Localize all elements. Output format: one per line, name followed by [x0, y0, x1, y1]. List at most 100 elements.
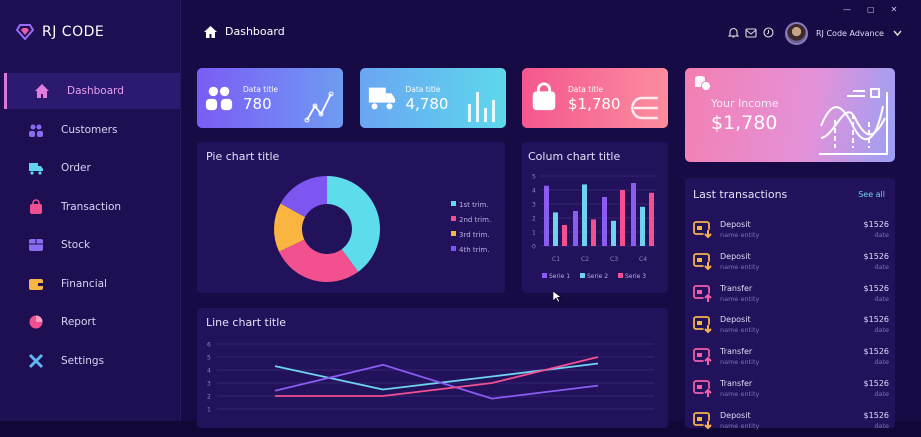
- y-tick-label: 6: [207, 342, 211, 349]
- sidebar-item-label: Transaction: [61, 200, 122, 213]
- coins-icon: [695, 76, 711, 91]
- transaction-row[interactable]: Transfer name entity $1526 date: [693, 345, 889, 373]
- bar: [562, 225, 567, 246]
- sidebar-item-label: Settings: [61, 354, 105, 367]
- line-chart-panel: Line chart title 1 2 3 4 5 6: [197, 308, 668, 428]
- pie-slice: [327, 176, 380, 272]
- transaction-entity: name entity: [720, 326, 760, 335]
- stat-value: 4,780: [405, 95, 449, 113]
- y-tick-label: 5: [532, 174, 536, 181]
- mouse-cursor-icon: [553, 291, 561, 303]
- legend-swatch: [451, 216, 456, 221]
- users-icon: [28, 122, 44, 138]
- header-icons: [728, 27, 774, 38]
- transaction-amount: $1526: [863, 283, 889, 293]
- stat-title: Data title: [243, 85, 278, 94]
- transaction-row[interactable]: Transfer name entity $1526 date: [693, 377, 889, 405]
- maximize-button[interactable]: ▢: [867, 5, 875, 14]
- sidebar-item-label: Dashboard: [67, 85, 124, 97]
- pie-slice: [279, 239, 359, 282]
- line-series: [274, 362, 599, 391]
- transaction-type: Deposit: [720, 251, 751, 261]
- pie-slice: [280, 176, 327, 217]
- legend-swatch: [451, 231, 456, 236]
- pie-slice: [274, 203, 306, 252]
- app-logo[interactable]: RJ CODE: [16, 24, 104, 40]
- income-chart-icon: [819, 88, 888, 155]
- transaction-date: date: [874, 262, 889, 271]
- minimize-button[interactable]: —: [843, 5, 851, 14]
- y-tick-label: 1: [532, 230, 536, 237]
- user-avatar[interactable]: [785, 22, 808, 45]
- bars-icon: [466, 90, 498, 128]
- x-tick-label: C2: [581, 256, 589, 263]
- deposit-icon: [693, 316, 713, 334]
- tools-icon: [28, 353, 44, 369]
- sidebar-item-transaction[interactable]: Transaction: [4, 189, 180, 225]
- bell-icon[interactable]: [728, 27, 739, 38]
- transaction-date: date: [874, 231, 889, 239]
- stat-card[interactable]: Data title $1,780: [522, 68, 668, 128]
- window-controls: — ▢ ✕: [843, 5, 897, 14]
- deposit-icon: [693, 221, 713, 239]
- sidebar-item-customers[interactable]: Customers: [4, 112, 180, 148]
- box-icon: [28, 237, 44, 253]
- transfer-icon: [693, 348, 713, 366]
- transaction-row[interactable]: Transfer name entity $1526 date: [693, 282, 889, 310]
- legend-label: 4th trim.: [459, 246, 489, 254]
- pie-chart: 1st trim. 2nd trim. 3rd trim. 4th trim.: [274, 176, 491, 282]
- close-button[interactable]: ✕: [890, 5, 898, 14]
- transaction-row[interactable]: Deposit name entity $1526 date: [693, 313, 889, 341]
- bag-icon: [527, 82, 561, 116]
- column-chart-title: Colum chart title: [528, 150, 621, 163]
- page-title: Dashboard: [225, 25, 285, 38]
- income-value: $1,780: [711, 112, 778, 134]
- transaction-date: date: [874, 326, 889, 335]
- transaction-amount: $1526: [863, 220, 889, 229]
- transaction-type: Transfer: [720, 283, 753, 293]
- transaction-row[interactable]: Deposit name entity $1526 date: [693, 218, 889, 246]
- transaction-entity: name entity: [720, 294, 760, 303]
- sidebar-item-order[interactable]: Order: [4, 150, 180, 186]
- bar: [620, 190, 625, 246]
- mail-icon[interactable]: [745, 27, 757, 38]
- stat-title: Data title: [568, 85, 603, 94]
- user-name[interactable]: RJ Code Advance: [816, 29, 884, 38]
- truck-icon: [28, 160, 44, 176]
- legend-label: 2nd trim.: [459, 216, 491, 224]
- column-chart: 0 1 2 3 4 5 C1 C2 C3 C4 Serie 1 Serie 2 Serie 3: [532, 174, 656, 280]
- y-tick-label: 3: [207, 381, 211, 388]
- line-chart-title: Line chart title: [206, 316, 287, 329]
- line-series: [275, 356, 599, 397]
- sidebar-item-stock[interactable]: Stock: [4, 227, 180, 263]
- see-all-link[interactable]: See all: [858, 190, 885, 199]
- chevron-down-icon[interactable]: [893, 30, 902, 37]
- stat-card[interactable]: Data title 780: [197, 68, 343, 128]
- legend-swatch: [451, 246, 456, 251]
- bar: [573, 211, 578, 246]
- bar: [582, 184, 587, 246]
- stat-title: Data title: [405, 85, 441, 94]
- legend-swatch: [618, 273, 623, 278]
- transactions-title: Last transactions: [693, 188, 788, 201]
- y-tick-label: 3: [532, 202, 536, 209]
- sidebar-item-report[interactable]: Report: [4, 304, 180, 340]
- sidebar-item-settings[interactable]: Settings: [4, 343, 180, 379]
- transaction-amount: $1526: [863, 410, 889, 420]
- sidebar-item-financial[interactable]: Financial: [4, 266, 180, 302]
- legend-label: 3rd trim.: [459, 231, 490, 239]
- truck-icon: [365, 82, 399, 116]
- pie-icon: [28, 314, 44, 330]
- transaction-amount: $1526: [863, 379, 889, 388]
- sidebar-item-dashboard[interactable]: Dashboard: [4, 73, 180, 109]
- bar: [553, 212, 558, 246]
- transaction-row[interactable]: Deposit name entity $1526 date: [693, 409, 889, 437]
- stat-card[interactable]: Data title 4,780: [359, 68, 506, 128]
- line-chart: 1 2 3 4 5 6: [207, 342, 654, 414]
- transfer-icon: [693, 284, 713, 303]
- transaction-row[interactable]: Deposit name entity $1526 date: [693, 250, 889, 278]
- transaction-amount: $1526: [863, 315, 889, 325]
- sidebar: RJ CODE Dashboard Customers Order Transacti…: [0, 0, 181, 421]
- clock-icon[interactable]: [763, 27, 774, 38]
- sidebar-item-label: Report: [61, 316, 96, 328]
